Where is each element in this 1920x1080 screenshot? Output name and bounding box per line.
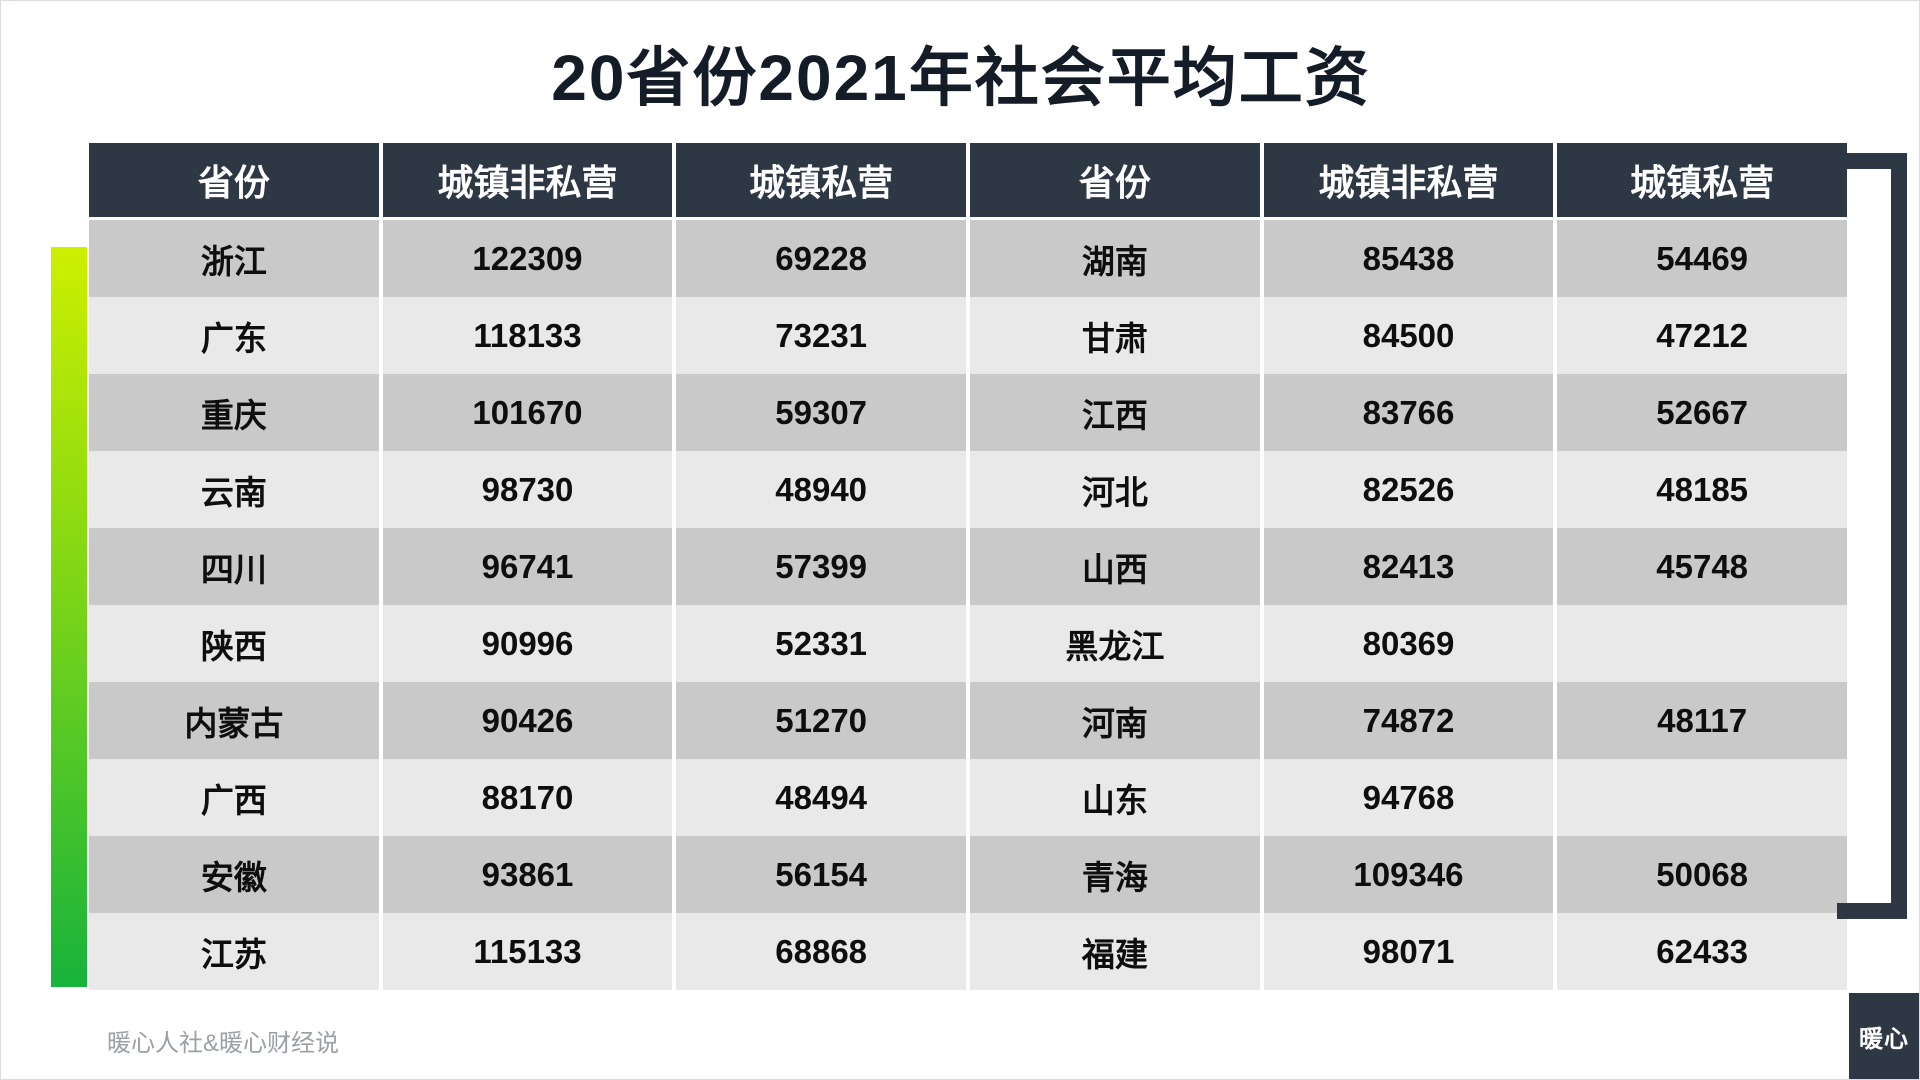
table-cell: 青海 (969, 836, 1260, 913)
green-gradient-accent-bar (51, 247, 87, 987)
table-cell: 82526 (1263, 451, 1554, 528)
table-cell (1557, 759, 1847, 836)
table-cell: 云南 (89, 451, 379, 528)
table-cell: 广东 (89, 297, 379, 374)
table-cell: 101670 (382, 374, 673, 451)
table-cell: 93861 (382, 836, 673, 913)
column-header-3: 省份 (969, 143, 1260, 217)
table-cell: 80369 (1263, 605, 1554, 682)
table-cell: 88170 (382, 759, 673, 836)
table-cell: 陕西 (89, 605, 379, 682)
table-cell: 甘肃 (969, 297, 1260, 374)
brand-badge: 暖心 (1849, 993, 1919, 1079)
table-cell: 84500 (1263, 297, 1554, 374)
table-cell: 83766 (1263, 374, 1554, 451)
table-cell: 90426 (382, 682, 673, 759)
table-cell: 48185 (1557, 451, 1847, 528)
table-cell: 广西 (89, 759, 379, 836)
table-cell: 江苏 (89, 913, 379, 990)
table-cell: 河北 (969, 451, 1260, 528)
table-cell: 52667 (1557, 374, 1847, 451)
wage-table: 省份 城镇非私营 城镇私营 省份 城镇非私营 城镇私营 浙江 122309 69228 湖南 854… (89, 143, 1847, 990)
table-cell (1557, 605, 1847, 682)
right-bracket-decoration (1837, 153, 1907, 919)
column-header-4: 城镇非私营 (1263, 143, 1554, 217)
table-cell: 黑龙江 (969, 605, 1260, 682)
page-title: 20省份2021年社会平均工资 (551, 42, 1371, 114)
table-cell: 48940 (676, 451, 966, 528)
table-cell: 48117 (1557, 682, 1847, 759)
table-cell: 82413 (1263, 528, 1554, 605)
table-cell: 62433 (1557, 913, 1847, 990)
column-header-2: 城镇私营 (676, 143, 966, 217)
table-cell: 68868 (676, 913, 966, 990)
table-cell: 118133 (382, 297, 673, 374)
table-cell: 江西 (969, 374, 1260, 451)
watermark-text: 暖心人社&暖心财经说 (107, 1030, 340, 1057)
column-header-0: 省份 (89, 143, 379, 217)
table-cell: 内蒙古 (89, 682, 379, 759)
table-cell: 74872 (1263, 682, 1554, 759)
table-cell: 115133 (382, 913, 673, 990)
table-cell: 安徽 (89, 836, 379, 913)
table-cell: 57399 (676, 528, 966, 605)
table-cell: 90996 (382, 605, 673, 682)
table-cell: 109346 (1263, 836, 1554, 913)
table-cell: 湖南 (969, 220, 1260, 297)
table-cell: 94768 (1263, 759, 1554, 836)
table-cell: 59307 (676, 374, 966, 451)
table-cell: 河南 (969, 682, 1260, 759)
table-cell: 45748 (1557, 528, 1847, 605)
table-cell: 56154 (676, 836, 966, 913)
table-cell: 51270 (676, 682, 966, 759)
table-cell: 50068 (1557, 836, 1847, 913)
table-cell: 73231 (676, 297, 966, 374)
table-cell: 69228 (676, 220, 966, 297)
table-cell: 山西 (969, 528, 1260, 605)
table-cell: 96741 (382, 528, 673, 605)
table-cell: 122309 (382, 220, 673, 297)
table-cell: 重庆 (89, 374, 379, 451)
table-cell: 98071 (1263, 913, 1554, 990)
table-cell: 54469 (1557, 220, 1847, 297)
table-cell: 福建 (969, 913, 1260, 990)
table-cell: 52331 (676, 605, 966, 682)
table-cell: 47212 (1557, 297, 1847, 374)
table-cell: 48494 (676, 759, 966, 836)
table-cell: 山东 (969, 759, 1260, 836)
table-cell: 98730 (382, 451, 673, 528)
table-cell: 85438 (1263, 220, 1554, 297)
table-cell: 浙江 (89, 220, 379, 297)
column-header-5: 城镇私营 (1557, 143, 1847, 217)
table-cell: 四川 (89, 528, 379, 605)
column-header-1: 城镇非私营 (382, 143, 673, 217)
